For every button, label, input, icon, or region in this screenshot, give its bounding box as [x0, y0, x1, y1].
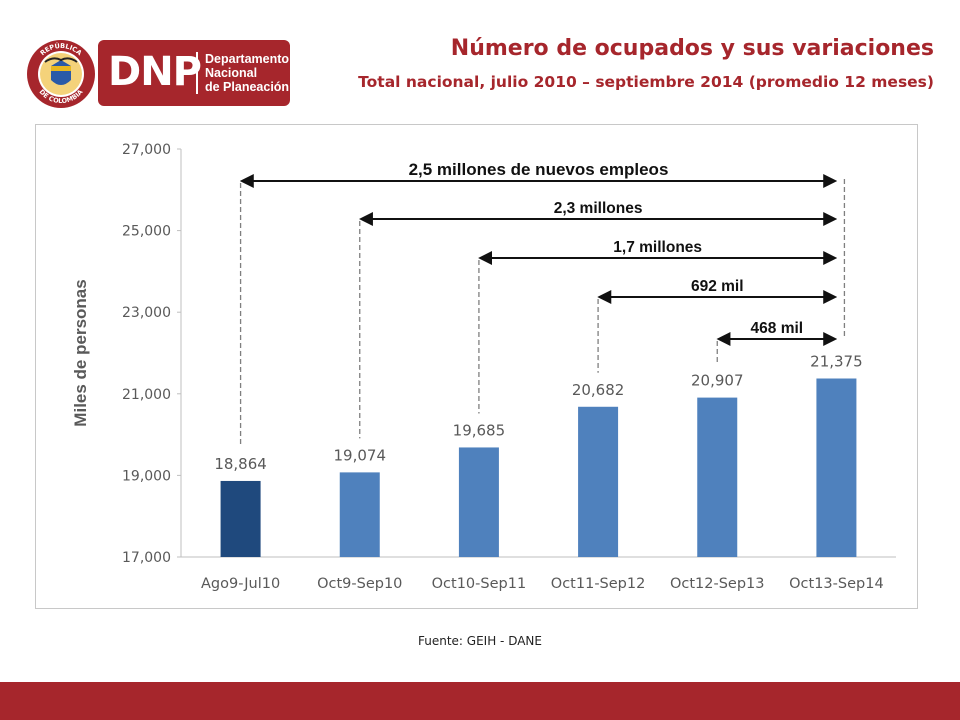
x-tick-label: Oct13-Sep14	[789, 576, 884, 592]
dnp-word-1: Departamento	[205, 52, 290, 66]
dnp-acronym: DNP	[108, 49, 202, 95]
bar-value-label: 21,375	[810, 353, 863, 371]
source-note: Fuente: GEIH - DANE	[418, 634, 542, 648]
y-tick-label: 25,000	[122, 224, 171, 240]
x-tick-label: Oct11-Sep12	[551, 576, 646, 592]
logo-separator	[196, 52, 198, 94]
x-tick-label: Oct9-Sep10	[317, 576, 402, 592]
variation-label: 2,3 millones	[554, 200, 643, 217]
page-subtitle: Total nacional, julio 2010 – septiembre …	[358, 73, 934, 91]
page-title: Número de ocupados y sus variaciones	[450, 36, 934, 61]
y-tick-label: 27,000	[122, 142, 171, 158]
y-axis-title: Miles de personas	[71, 279, 90, 426]
footer-bar	[0, 682, 960, 720]
dnp-name: Departamento Nacional de Planeación	[205, 52, 289, 94]
y-tick-label: 23,000	[122, 305, 171, 321]
dnp-logo: DNP Departamento Nacional de Planeación	[98, 40, 290, 106]
bar	[220, 480, 261, 557]
bar	[578, 406, 619, 557]
y-tick-label: 21,000	[122, 387, 171, 403]
variation-label: 692 mil	[691, 278, 744, 295]
bar-value-label: 19,074	[334, 446, 387, 464]
colombia-seal-logo: REPÚBLICA DE COLOMBIA	[27, 40, 95, 108]
dnp-word-2: Nacional	[205, 66, 258, 80]
variation-label: 468 mil	[751, 320, 804, 337]
variation-label: 1,7 millones	[613, 239, 702, 256]
bar	[697, 397, 738, 557]
chart-container: 17,000 19,000 21,000 23,000 25,000 27,000 Mile…	[35, 124, 918, 609]
x-tick-label: Oct12-Sep13	[670, 576, 765, 592]
x-tick-label: Ago9-Jul10	[201, 576, 280, 592]
bar	[339, 472, 380, 557]
bar	[458, 447, 499, 557]
bar-value-label: 20,907	[691, 372, 744, 390]
bar-value-label: 20,682	[572, 381, 625, 399]
y-tick-label: 19,000	[122, 468, 171, 484]
variation-label: 2,5 millones de nuevos empleos	[409, 160, 669, 179]
dnp-word-3: de Planeación	[205, 80, 290, 94]
y-tick-label: 17,000	[122, 550, 171, 566]
bar	[816, 378, 857, 557]
x-tick-label: Oct10-Sep11	[432, 576, 527, 592]
bar-value-label: 18,864	[214, 455, 267, 473]
bar-chart: 17,000 19,000 21,000 23,000 25,000 27,000 Mile…	[71, 142, 896, 592]
bar-value-label: 19,685	[453, 421, 506, 439]
